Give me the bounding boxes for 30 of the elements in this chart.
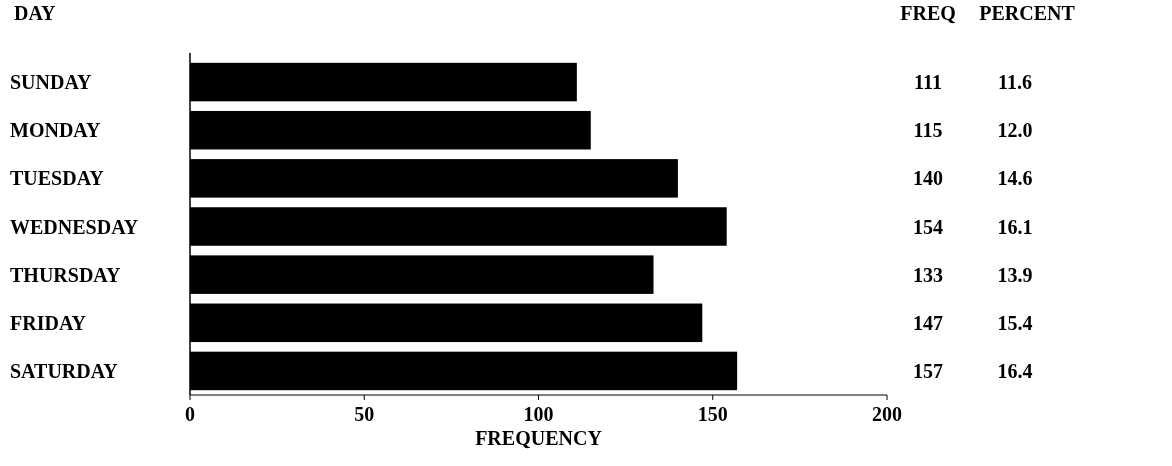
- x-axis-title: FREQUENCY: [475, 427, 603, 449]
- x-tick-label: 50: [354, 403, 375, 425]
- data-label: 147: [913, 311, 943, 334]
- data-label: 133: [913, 263, 943, 286]
- text: 14.6: [997, 167, 1033, 190]
- y-tick-label: MONDAY: [10, 119, 101, 142]
- data-label: 115: [913, 119, 943, 142]
- y-tick-label: THURSDAY: [10, 263, 121, 286]
- data-label: 111: [914, 71, 942, 94]
- data-label: 140: [913, 167, 943, 190]
- data-label: 154: [913, 215, 943, 238]
- text: 15.4: [997, 311, 1033, 334]
- text: 13.9: [997, 263, 1033, 286]
- x-tick-label: 100: [523, 403, 554, 425]
- x-tick-label: 200: [872, 403, 902, 425]
- y-tick-label: SUNDAY: [10, 71, 93, 94]
- text: 12.0: [997, 119, 1033, 142]
- text: 16.4: [997, 359, 1033, 382]
- text: 11.6: [998, 71, 1032, 94]
- y-tick-label: TUESDAY: [10, 167, 105, 190]
- y-axis-title: DAY: [14, 2, 57, 24]
- y-tick-label: FRIDAY: [10, 311, 87, 334]
- text: FREQ: [900, 2, 956, 24]
- x-tick-label: 150: [697, 403, 728, 425]
- y-tick-label: SATURDAY: [10, 359, 119, 382]
- text: 16.1: [997, 215, 1033, 238]
- text: PERCENT: [979, 2, 1076, 24]
- x-tick-label: 0: [185, 403, 195, 425]
- data-label: 157: [913, 359, 943, 382]
- y-tick-label: WEDNESDAY: [10, 215, 139, 238]
